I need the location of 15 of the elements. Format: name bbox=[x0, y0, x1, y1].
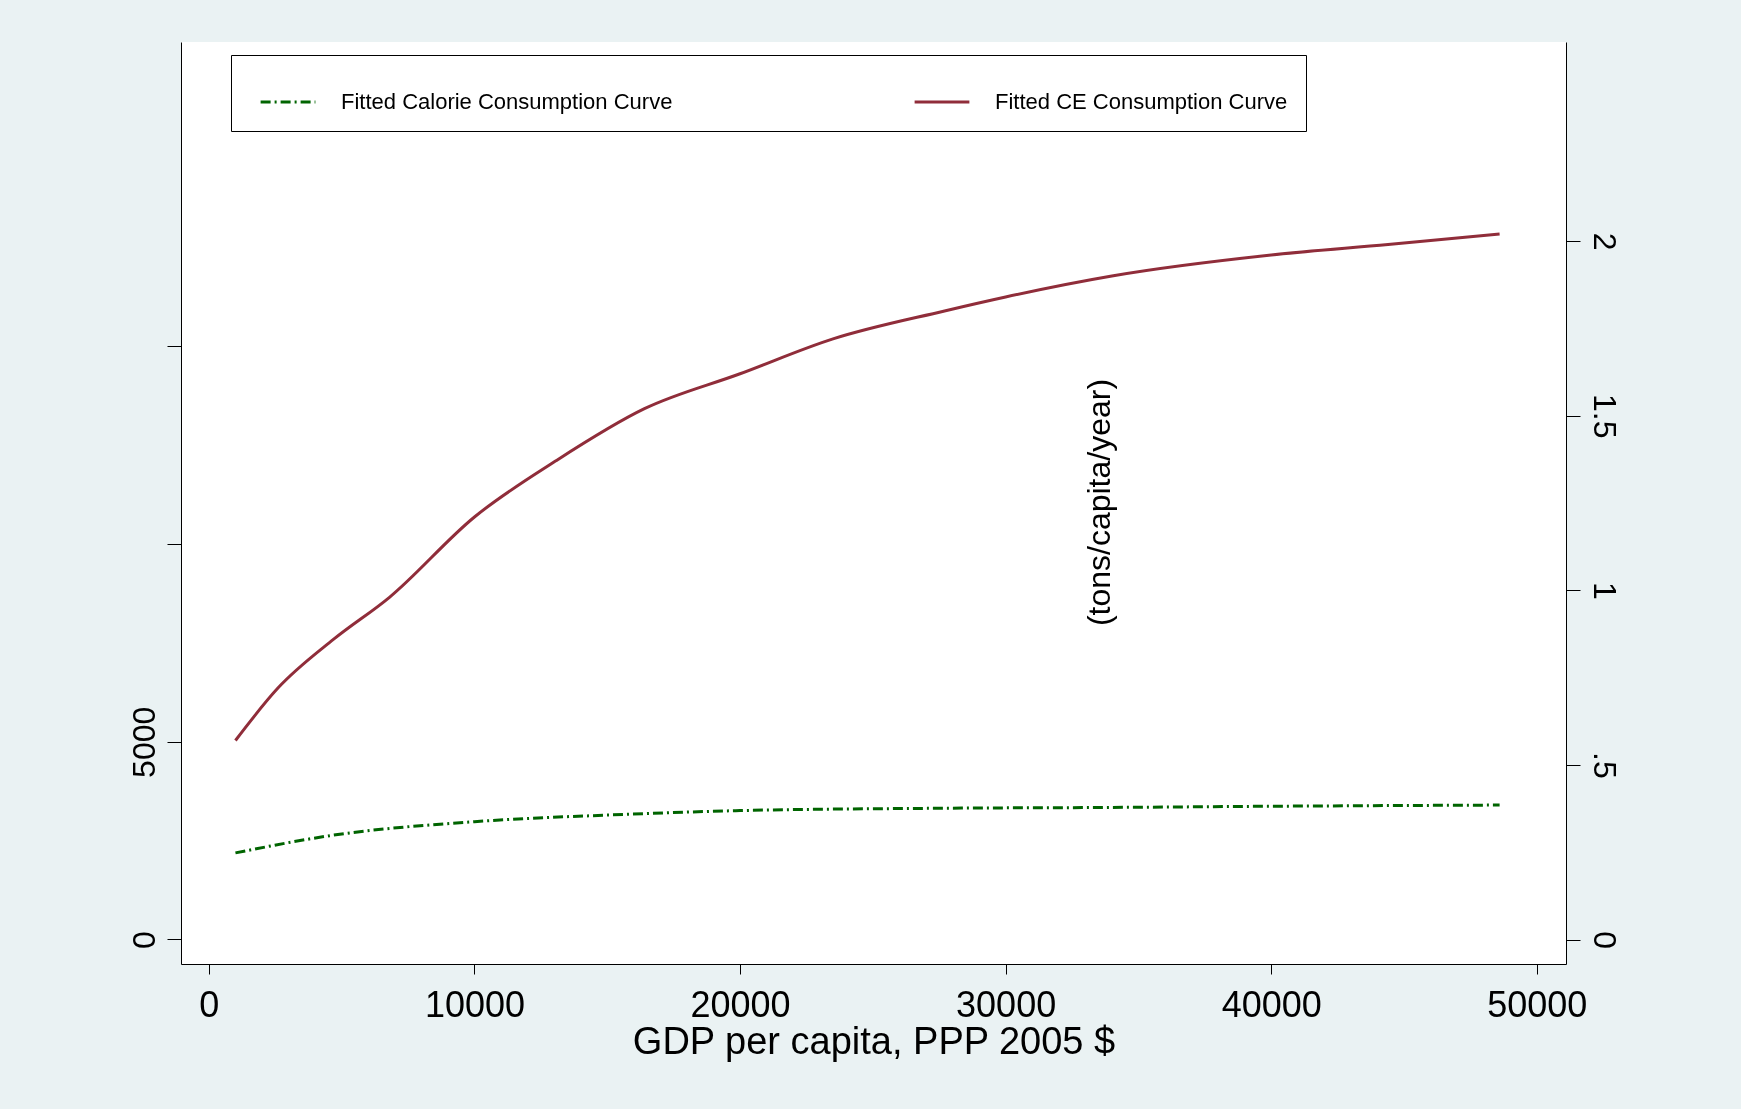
x-tick-label: 40000 bbox=[1221, 983, 1322, 1025]
y2-tick-label: 0 bbox=[1586, 931, 1623, 949]
legend-label: Fitted Calorie Consumption Curve bbox=[341, 89, 673, 114]
x-tick-label: 50000 bbox=[1487, 983, 1588, 1025]
y2-axis-title: (tons/capita/year) bbox=[1080, 378, 1117, 627]
y2-tick-label: 2 bbox=[1586, 232, 1623, 251]
y2-tick-label: .5 bbox=[1586, 752, 1623, 779]
x-tick-label: 0 bbox=[199, 983, 220, 1025]
line-series bbox=[233, 803, 1502, 855]
y2-tick-label: 1 bbox=[1586, 581, 1623, 600]
y2-tick-label: 1.5 bbox=[1586, 393, 1623, 439]
x-tick-label: 10000 bbox=[424, 983, 526, 1025]
line-series bbox=[233, 232, 1502, 742]
legend-label: Fitted CE Consumption Curve bbox=[995, 89, 1288, 114]
y-tick-label: 5000 bbox=[125, 706, 162, 778]
